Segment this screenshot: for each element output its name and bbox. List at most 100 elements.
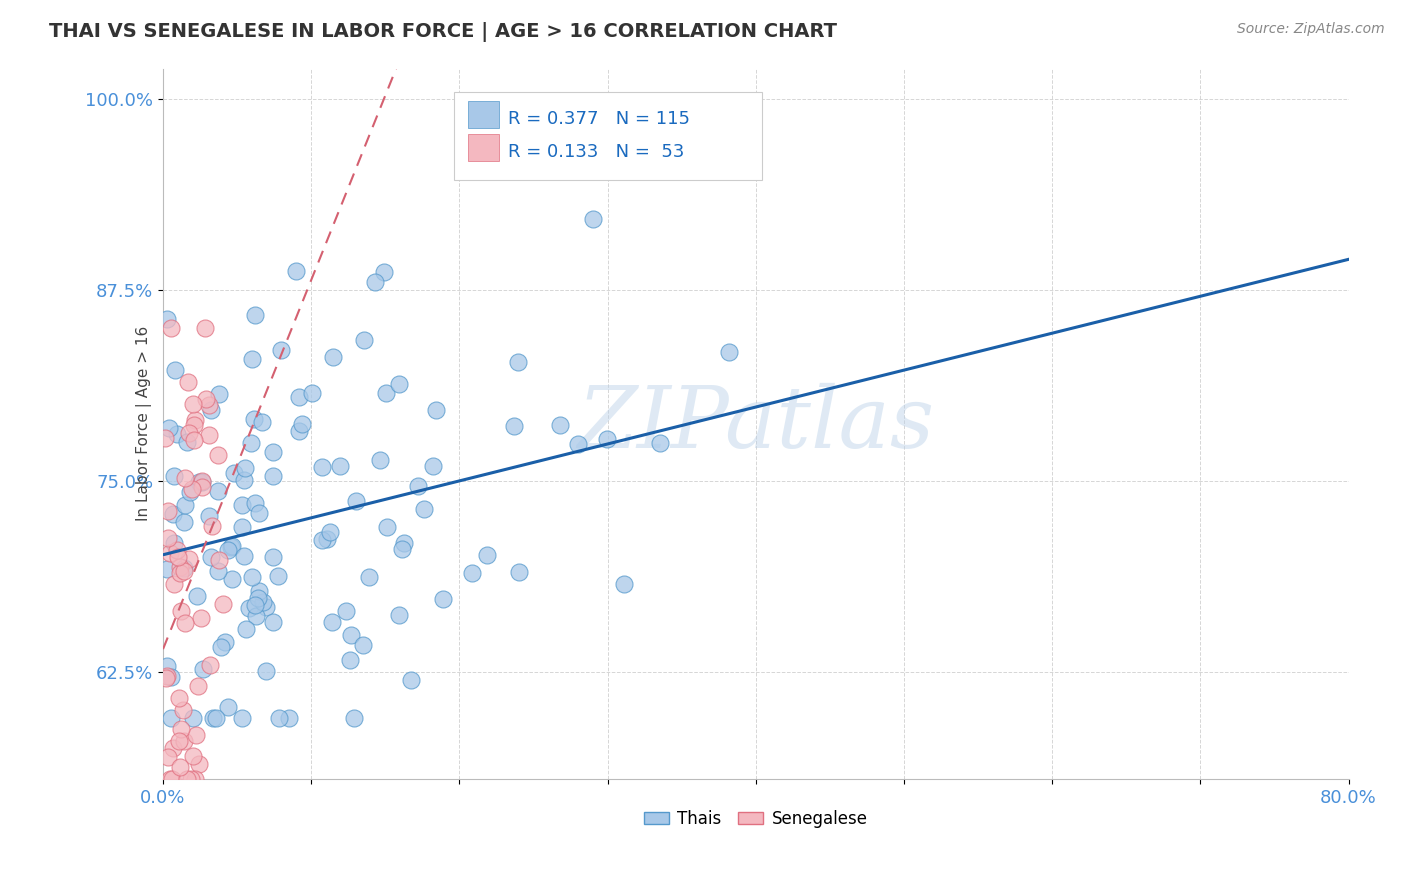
Point	[162, 741, 184, 756]
Point	[187, 756, 209, 771]
Point	[311, 533, 333, 548]
Point	[221, 572, 243, 586]
Point	[163, 363, 186, 377]
Point	[240, 436, 263, 450]
Text: THAI VS SENEGALESE IN LABOR FORCE | AGE > 16 CORRELATION CHART: THAI VS SENEGALESE IN LABOR FORCE | AGE …	[49, 22, 837, 42]
Point	[301, 385, 323, 400]
Point	[198, 508, 221, 523]
Point	[174, 471, 197, 485]
Point	[247, 506, 270, 520]
Point	[287, 424, 309, 438]
Point	[233, 473, 256, 487]
Point	[291, 417, 314, 431]
Point	[373, 265, 395, 279]
Point	[240, 352, 263, 367]
Point	[207, 484, 229, 499]
Point	[567, 437, 589, 451]
Point	[181, 711, 204, 725]
Point	[235, 460, 257, 475]
Point	[254, 664, 277, 678]
Point	[159, 546, 181, 560]
Point	[169, 734, 191, 748]
Point	[156, 562, 179, 576]
Point	[209, 640, 232, 654]
Point	[187, 475, 209, 489]
Point	[191, 662, 214, 676]
Point	[329, 458, 352, 473]
Point	[613, 577, 636, 591]
Point	[160, 711, 183, 725]
Point	[311, 460, 333, 475]
Point	[173, 560, 195, 574]
Point	[186, 589, 208, 603]
Point	[157, 420, 180, 434]
Point	[169, 566, 191, 580]
Point	[266, 569, 288, 583]
Point	[285, 264, 308, 278]
Point	[173, 564, 195, 578]
Point	[207, 564, 229, 578]
Point	[548, 417, 571, 432]
Point	[335, 604, 357, 618]
Point	[191, 480, 214, 494]
Point	[394, 535, 416, 549]
Point	[232, 549, 254, 564]
Point	[388, 608, 411, 623]
Point	[170, 722, 193, 736]
Point	[160, 772, 183, 786]
Point	[344, 494, 367, 508]
Point	[173, 615, 195, 630]
Point	[231, 498, 253, 512]
Point	[231, 519, 253, 533]
Text: R = 0.377   N = 115: R = 0.377 N = 115	[508, 110, 689, 128]
Point	[163, 468, 186, 483]
Point	[162, 507, 184, 521]
Point	[278, 711, 301, 725]
Y-axis label: In Labor Force | Age > 16: In Labor Force | Age > 16	[136, 326, 152, 521]
Point	[176, 434, 198, 449]
Point	[173, 498, 195, 512]
Point	[167, 549, 190, 564]
Point	[368, 453, 391, 467]
Point	[218, 542, 240, 557]
Point	[194, 321, 217, 335]
Point	[155, 671, 177, 685]
Point	[322, 350, 344, 364]
Point	[353, 334, 375, 348]
Point	[503, 418, 526, 433]
Point	[183, 413, 205, 427]
Point	[461, 566, 484, 581]
Point	[406, 478, 429, 492]
Point	[212, 597, 235, 611]
Point	[160, 670, 183, 684]
Point	[508, 566, 530, 580]
Point	[198, 657, 221, 672]
Point	[388, 377, 411, 392]
Point	[432, 592, 454, 607]
Point	[339, 653, 361, 667]
Point	[252, 595, 274, 609]
Point	[170, 604, 193, 618]
Point	[166, 542, 188, 557]
Point	[245, 308, 267, 322]
Point	[166, 427, 188, 442]
Point	[176, 375, 198, 389]
Point	[250, 415, 273, 429]
Point	[156, 504, 179, 518]
Point	[243, 495, 266, 509]
Point	[184, 772, 207, 786]
Point	[219, 540, 242, 554]
Point	[190, 611, 212, 625]
Point	[179, 425, 201, 440]
Point	[163, 576, 186, 591]
Point	[183, 417, 205, 432]
Point	[200, 549, 222, 564]
Point	[246, 591, 269, 606]
Point	[425, 403, 447, 417]
Point	[231, 711, 253, 725]
Point	[596, 432, 619, 446]
Point	[262, 445, 284, 459]
Point	[413, 501, 436, 516]
Point	[262, 468, 284, 483]
Point	[262, 549, 284, 564]
